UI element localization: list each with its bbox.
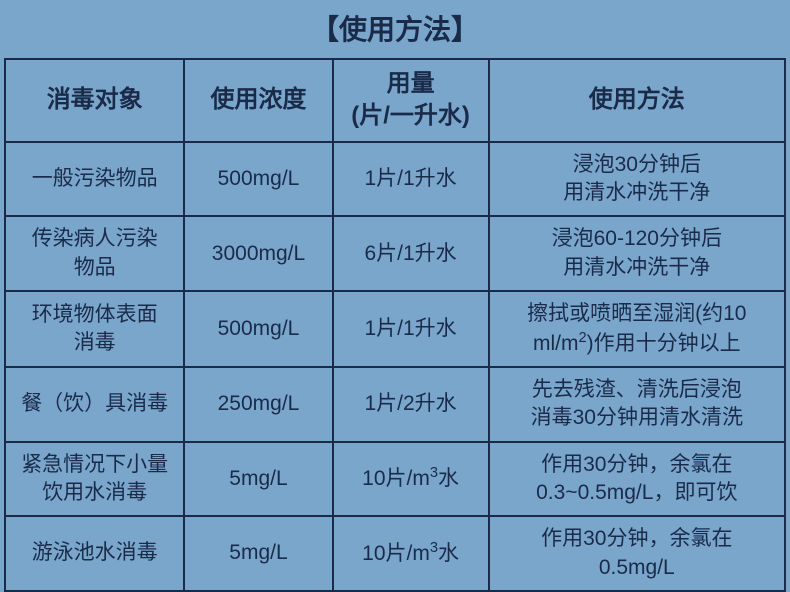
cell-concentration: 5mg/L [184, 442, 332, 517]
cell-method: 浸泡30分钟后用清水冲洗干净 [489, 142, 785, 217]
cell-concentration: 500mg/L [184, 291, 332, 367]
cell-concentration: 5mg/L [184, 516, 332, 591]
cell-concentration: 500mg/L [184, 142, 332, 217]
cell-target: 餐（饮）具消毒 [5, 367, 184, 442]
cell-concentration: 250mg/L [184, 367, 332, 442]
table-row: 餐（饮）具消毒 250mg/L 1片/2升水 先去残渣、清洗后浸泡消毒30分钟用… [5, 367, 785, 442]
cell-method: 作用30分钟，余氯在0.5mg/L [489, 516, 785, 591]
cell-target: 紧急情况下小量饮用水消毒 [5, 442, 184, 517]
table-row: 一般污染物品 500mg/L 1片/1升水 浸泡30分钟后用清水冲洗干净 [5, 142, 785, 217]
cell-dosage: 1片/1升水 [333, 142, 489, 217]
cell-target: 游泳池水消毒 [5, 516, 184, 591]
cell-method: 擦拭或喷晒至湿润(约10ml/m2)作用十分钟以上 [489, 291, 785, 367]
table-row: 紧急情况下小量饮用水消毒 5mg/L 10片/m3水 作用30分钟，余氯在0.3… [5, 442, 785, 517]
header-row: 消毒对象 使用浓度 用量(片/一升水) 使用方法 [5, 59, 785, 142]
table-row: 游泳池水消毒 5mg/L 10片/m3水 作用30分钟，余氯在0.5mg/L [5, 516, 785, 591]
header-cell: 使用方法 [489, 59, 785, 142]
cell-dosage: 1片/2升水 [333, 367, 489, 442]
header-cell: 使用浓度 [184, 59, 332, 142]
cell-target: 环境物体表面消毒 [5, 291, 184, 367]
cell-dosage: 1片/1升水 [333, 291, 489, 367]
cell-dosage: 10片/m3水 [333, 516, 489, 591]
cell-target: 一般污染物品 [5, 142, 184, 217]
usage-table: 消毒对象 使用浓度 用量(片/一升水) 使用方法 一般污染物品 500mg/L … [4, 58, 786, 592]
cell-method: 浸泡60-120分钟后用清水冲洗干净 [489, 216, 785, 291]
header-cell: 消毒对象 [5, 59, 184, 142]
header-cell: 用量(片/一升水) [333, 59, 489, 142]
table-row: 环境物体表面消毒 500mg/L 1片/1升水 擦拭或喷晒至湿润(约10ml/m… [5, 291, 785, 367]
cell-method: 作用30分钟，余氯在0.3~0.5mg/L，即可饮 [489, 442, 785, 517]
table-title: 【使用方法】 [4, 8, 786, 48]
cell-target: 传染病人污染物品 [5, 216, 184, 291]
cell-method: 先去残渣、清洗后浸泡消毒30分钟用清水清洗 [489, 367, 785, 442]
cell-dosage: 6片/1升水 [333, 216, 489, 291]
table-row: 传染病人污染物品 3000mg/L 6片/1升水 浸泡60-120分钟后用清水冲… [5, 216, 785, 291]
cell-dosage: 10片/m3水 [333, 442, 489, 517]
cell-concentration: 3000mg/L [184, 216, 332, 291]
